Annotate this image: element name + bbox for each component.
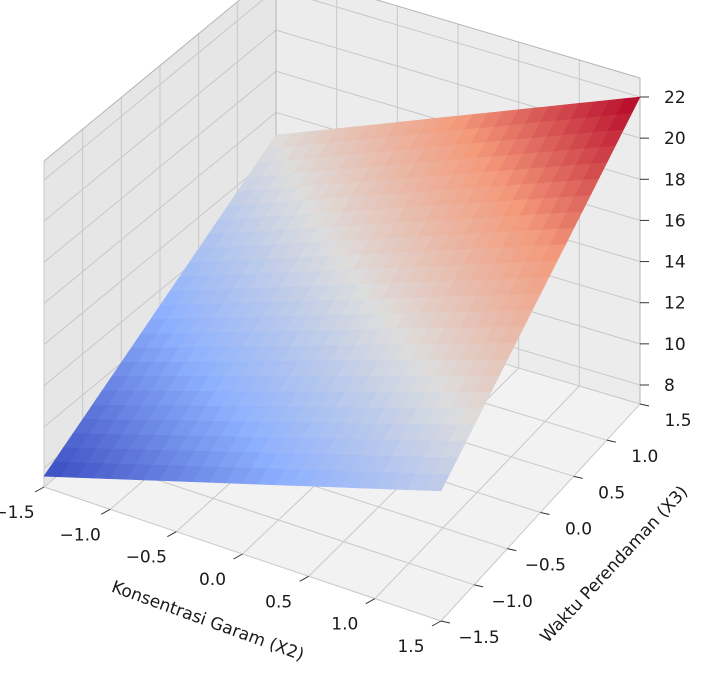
y-tick [639, 403, 650, 407]
y-tick-label: 0.5 [598, 483, 625, 503]
x-tick-label: 1.5 [397, 637, 424, 657]
y-tick [474, 584, 484, 588]
y-tick [540, 512, 550, 515]
x-tick-label: 0.5 [265, 592, 292, 612]
x-axis-label: Konsentrasi Garam (X2) [109, 577, 307, 665]
x-tick [365, 598, 376, 605]
x-tick-label: −1.0 [60, 525, 101, 545]
y-tick [440, 620, 451, 624]
leftwall-gridline-z [43, 0, 264, 181]
surface [43, 96, 641, 492]
x-tick [100, 508, 111, 515]
y-tick-label: −1.0 [492, 592, 533, 612]
z-tick-label: 22 [664, 88, 686, 108]
z-tick-label: 8 [664, 376, 675, 396]
y-tick [507, 548, 517, 552]
x-tick [233, 553, 243, 560]
z-tick-label: 14 [664, 253, 686, 273]
z-tick-label: 12 [664, 294, 686, 314]
x-tick-label: −0.5 [126, 548, 167, 568]
y-tick-label: 0.0 [565, 520, 592, 540]
y-tick-label: 1.5 [664, 411, 691, 431]
leftwall-gridline-z [43, 153, 277, 345]
surface-facet [424, 473, 450, 492]
x-tick-label: 1.0 [331, 615, 358, 635]
z-tick-label: 20 [664, 129, 686, 149]
leftwall-gridline-z [43, 29, 277, 222]
y-tick [573, 475, 583, 479]
leftwall-gridline-z [43, 112, 277, 304]
x-tick [34, 486, 45, 493]
z-tick-label: 10 [664, 335, 686, 355]
x-tick-label: 0.0 [199, 570, 226, 590]
x-tick [167, 531, 177, 538]
z-tick-label: 18 [664, 170, 686, 190]
pane-top-edge [43, 0, 641, 162]
y-tick-label: −0.5 [525, 556, 566, 576]
backwall-gridline-z [311, 0, 641, 98]
x-tick [431, 620, 442, 627]
y-tick-label: −1.5 [458, 628, 499, 648]
x-tick-label: −1.5 [0, 503, 35, 523]
tick-marks [34, 96, 650, 627]
z-tick-label: 16 [664, 211, 686, 231]
y-tick [606, 439, 616, 443]
leftwall-gridline-z [43, 70, 277, 263]
tick-labels: −1.5 −1.0 −0.5 0.0 0.5 1.0 1.5 −1.5 −1.0 −0.5 0.0 0… [0, 88, 692, 657]
y-tick-label: 1.0 [631, 447, 658, 467]
x-tick [299, 575, 309, 582]
